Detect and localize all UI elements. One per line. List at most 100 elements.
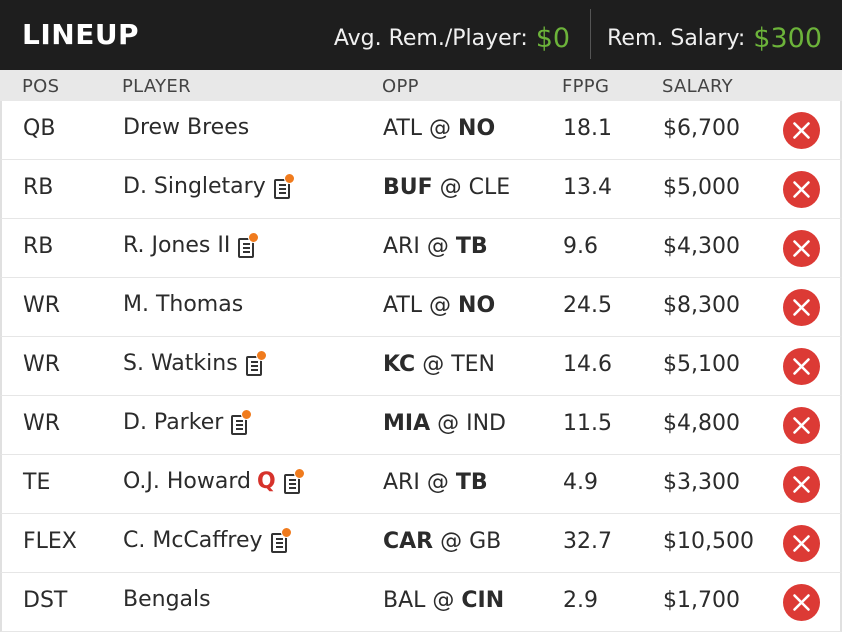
salary-value: $1,700 — [663, 588, 740, 613]
home-team: IND — [466, 411, 506, 436]
away-team: KC — [383, 352, 416, 377]
lineup-row: QB Drew Brees ATL @ NO 18.1 $6,700 — [0, 101, 842, 160]
player-cell: C. McCaffrey — [123, 526, 292, 553]
fppg-value: 32.7 — [563, 529, 612, 554]
away-team: ATL — [383, 116, 423, 141]
salary-value: $4,300 — [663, 234, 740, 259]
matchup: ATL @ NO — [383, 116, 495, 141]
news-alert-dot — [248, 231, 260, 243]
remove-player-button[interactable] — [783, 525, 820, 562]
home-team: NO — [458, 293, 496, 318]
column-header-fppg: FPPG — [562, 76, 610, 97]
player-news-icon[interactable] — [245, 349, 267, 376]
salary-value: $3,300 — [663, 470, 740, 495]
remove-player-button[interactable] — [783, 230, 820, 267]
player-news-icon[interactable] — [283, 467, 305, 494]
remove-player-icon — [793, 535, 810, 552]
player-name[interactable]: O.J. Howard — [123, 469, 251, 494]
player-news-icon[interactable] — [231, 408, 253, 435]
remove-player-button[interactable] — [783, 584, 820, 621]
remove-player-icon — [793, 122, 810, 139]
lineup-stats: Avg. Rem./Player: $0 Rem. Salary: $300 — [333, 9, 822, 59]
player-cell: Bengals — [123, 587, 211, 612]
player-cell: Drew Brees — [123, 115, 249, 140]
news-alert-dot — [241, 408, 253, 420]
home-team: TB — [455, 234, 488, 259]
player-name[interactable]: D. Parker — [123, 410, 224, 435]
matchup: ATL @ NO — [383, 293, 495, 318]
away-team: BUF — [383, 175, 433, 200]
remove-player-button[interactable] — [783, 348, 820, 385]
position: WR — [23, 352, 61, 377]
news-alert-dot — [255, 349, 267, 361]
player-news-icon[interactable] — [270, 526, 292, 553]
player-name[interactable]: C. McCaffrey — [123, 528, 263, 553]
player-name[interactable]: D. Singletary — [123, 174, 266, 199]
player-name[interactable]: Bengals — [123, 587, 211, 612]
player-name[interactable]: M. Thomas — [123, 292, 244, 317]
lineup-row: RB R. Jones II ARI @ TB 9.6 $4,300 — [0, 219, 842, 278]
matchup-separator: @ — [422, 352, 445, 377]
salary-value: $4,800 — [663, 411, 740, 436]
away-team: BAL — [383, 588, 426, 613]
lineup-row: FLEX C. McCaffrey CAR @ GB 32.7 $10,500 — [0, 514, 842, 573]
home-team: GB — [469, 529, 502, 554]
column-header-opp: OPP — [382, 76, 419, 97]
fppg-value: 24.5 — [563, 293, 612, 318]
lineup-row: WR M. Thomas ATL @ NO 24.5 $8,300 — [0, 278, 842, 337]
player-news-icon[interactable] — [238, 231, 260, 258]
player-name[interactable]: Drew Brees — [123, 115, 250, 140]
position: DST — [23, 588, 68, 613]
remove-player-button[interactable] — [783, 407, 820, 444]
fppg-value: 4.9 — [563, 470, 598, 495]
remove-player-button[interactable] — [783, 289, 820, 326]
lineup-header: LINEUP Avg. Rem./Player: $0 Rem. Salary:… — [0, 0, 842, 70]
away-team: ATL — [383, 293, 423, 318]
position: WR — [23, 411, 61, 436]
remove-player-button[interactable] — [783, 171, 820, 208]
away-team: ARI — [383, 234, 420, 259]
player-news-icon[interactable] — [273, 172, 295, 199]
salary-value: $5,100 — [663, 352, 740, 377]
position: FLEX — [23, 529, 77, 554]
remove-player-button[interactable] — [783, 112, 820, 149]
player-name[interactable]: R. Jones II — [123, 233, 231, 258]
column-header-player: PLAYER — [122, 76, 191, 97]
player-cell: D. Singletary — [123, 172, 295, 199]
home-team: TB — [455, 470, 488, 495]
lineup-row: WR D. Parker MIA @ IND 11.5 $4,800 — [0, 396, 842, 455]
news-alert-dot — [283, 172, 295, 184]
remove-player-icon — [793, 299, 810, 316]
fppg-value: 13.4 — [563, 175, 612, 200]
column-header-pos: POS — [22, 76, 60, 97]
avg-remaining-label: Avg. Rem./Player: — [333, 25, 528, 51]
remove-player-button[interactable] — [783, 466, 820, 503]
matchup: BAL @ CIN — [383, 588, 504, 613]
home-team: TEN — [451, 352, 496, 377]
home-team: CLE — [468, 175, 511, 200]
matchup: CAR @ GB — [383, 529, 501, 554]
column-header-salary: SALARY — [662, 76, 733, 97]
matchup: ARI @ TB — [383, 470, 488, 495]
matchup-separator: @ — [429, 116, 452, 141]
player-name[interactable]: S. Watkins — [123, 351, 238, 376]
salary-value: $8,300 — [663, 293, 740, 318]
remove-player-icon — [793, 358, 810, 375]
fppg-value: 2.9 — [563, 588, 598, 613]
matchup-separator: @ — [439, 175, 462, 200]
player-cell: R. Jones II — [123, 231, 260, 258]
injury-status: Q — [257, 469, 276, 494]
remove-player-icon — [793, 417, 810, 434]
remaining-salary-value: $300 — [753, 22, 822, 54]
avg-remaining-value: $0 — [535, 22, 571, 54]
lineup-table: QB Drew Brees ATL @ NO 18.1 $6,700 RB D.… — [0, 101, 842, 632]
news-alert-dot — [293, 467, 305, 479]
salary-value: $6,700 — [663, 116, 740, 141]
salary-value: $5,000 — [663, 175, 740, 200]
player-cell: O.J. Howard Q — [123, 467, 305, 494]
matchup-separator: @ — [432, 588, 455, 613]
position: RB — [23, 175, 54, 200]
away-team: CAR — [383, 529, 434, 554]
position: QB — [23, 116, 56, 141]
home-team: CIN — [461, 588, 505, 613]
